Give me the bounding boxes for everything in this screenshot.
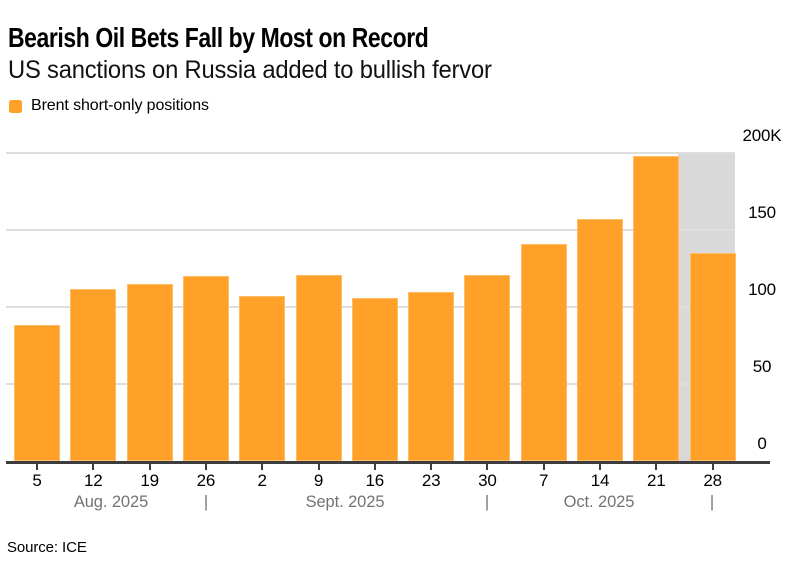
x-axis-line: [6, 461, 770, 464]
bar: [351, 297, 398, 461]
bar: [689, 253, 736, 461]
x-axis-tick: [204, 464, 207, 470]
x-axis-tick: [36, 464, 38, 470]
bar: [464, 274, 511, 461]
chart-title: Bearish Oil Bets Fall by Most on Record: [8, 22, 429, 53]
x-axis-day-label: 5: [32, 471, 42, 490]
y-axis-tick-label: 100: [748, 280, 776, 299]
bar: [520, 243, 567, 461]
x-axis-day-label: 7: [539, 471, 549, 490]
bar: [577, 219, 623, 461]
x-axis-day-label: 16: [365, 471, 385, 490]
source-note: Source: ICE: [7, 539, 87, 556]
x-axis-tick: [486, 464, 489, 470]
x-axis-month-separator: |: [709, 493, 715, 511]
x-axis-tick: [599, 464, 601, 470]
bar: [14, 325, 60, 461]
x-axis-month-label: Aug. 2025: [73, 493, 149, 511]
y-axis-tick-label: 0: [757, 434, 767, 453]
x-axis-tick: [430, 464, 433, 470]
x-axis-month-label: Oct. 2025: [563, 493, 635, 511]
x-axis-tick: [317, 464, 320, 470]
bar: [633, 156, 680, 461]
x-axis-tick: [373, 464, 376, 470]
y-axis-tick-label: 150: [748, 203, 776, 222]
bar: [239, 296, 286, 461]
x-axis-day-label: 21: [647, 471, 666, 490]
bar: [295, 274, 342, 461]
y-axis-tick-label: 50: [752, 357, 772, 376]
x-axis-month-label: Sept. 2025: [305, 493, 385, 511]
x-axis-day-label: 19: [140, 471, 159, 490]
gridline: [6, 229, 735, 231]
x-axis-tick: [148, 464, 151, 470]
x-axis-tick: [92, 464, 95, 470]
gridline: [6, 152, 735, 154]
y-axis-tick-label: 200K: [742, 126, 782, 145]
x-axis-day-label: 14: [590, 471, 610, 490]
x-axis-day-label: 9: [313, 471, 324, 490]
bar: [408, 291, 455, 461]
chart-subtitle: US sanctions on Russia added to bullish …: [8, 56, 492, 84]
x-axis-tick: [655, 464, 658, 470]
bar: [182, 276, 229, 461]
legend-swatch-icon: [9, 99, 22, 113]
x-axis-day-label: 28: [703, 471, 722, 490]
x-axis-tick: [711, 464, 714, 470]
legend: Brent short-only positions: [9, 97, 209, 115]
x-axis-day-label: 2: [257, 471, 267, 490]
bar: [70, 288, 117, 461]
x-axis-month-separator: |: [203, 493, 209, 511]
x-axis-day-label: 23: [421, 471, 441, 490]
x-axis-tick: [261, 464, 264, 470]
x-axis-tick: [542, 464, 545, 470]
x-axis-day-label: 30: [478, 471, 497, 490]
legend-label: Brent short-only positions: [31, 97, 209, 114]
x-axis-day-label: 12: [84, 471, 103, 490]
x-axis-day-label: 26: [196, 471, 216, 490]
bar: [126, 283, 173, 461]
x-axis-month-separator: |: [484, 493, 490, 511]
